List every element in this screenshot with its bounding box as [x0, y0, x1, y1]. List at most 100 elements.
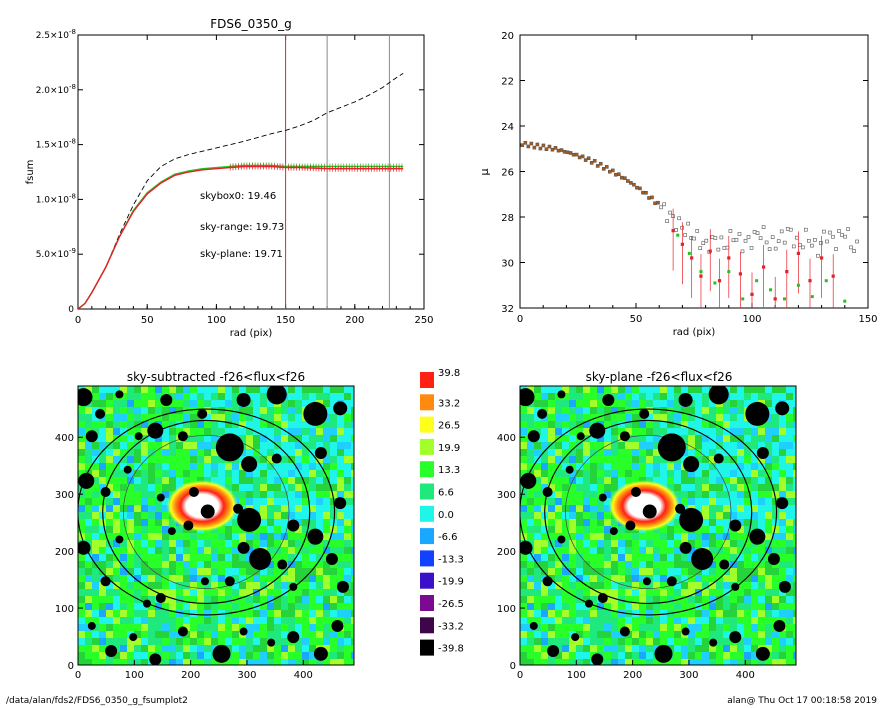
sky-subtracted-pixel [134, 512, 141, 519]
sky-plane-pixel [611, 610, 618, 617]
sky-plane-pixel [765, 540, 772, 547]
sky-subtracted-pixel [85, 645, 92, 652]
sky-subtracted-mask [160, 393, 173, 406]
sky-subtracted-pixel [218, 533, 225, 540]
sky-subtracted-pixel [78, 554, 85, 561]
sky-plane-pixel [744, 491, 751, 498]
sky-plane-pixel [793, 533, 796, 540]
sky-subtracted-pixel [351, 575, 354, 582]
sky-subtracted-pixel [323, 435, 330, 442]
sky-plane-mask [756, 446, 769, 459]
sky-plane-pixel [646, 547, 653, 554]
file-path: /data/alan/fds2/FDS6_0350_g_fsumplot2 [6, 696, 188, 706]
fsum-x-tick-label: 200 [345, 315, 364, 326]
sky-subtracted-pixel [351, 407, 354, 414]
sky-plane-pixel [772, 582, 779, 589]
sky-plane-pixel [730, 512, 737, 519]
sky-subtracted-pixel [134, 477, 141, 484]
sky-plane-mask [675, 503, 686, 514]
sky-subtracted-pixel [127, 414, 134, 421]
sky-subtracted-pixel [232, 610, 239, 617]
sky-plane-pixel [527, 498, 534, 505]
sky-plane-pixel [660, 463, 667, 470]
sky-subtracted-pixel [85, 596, 92, 603]
sky-subtracted-pixel [309, 449, 316, 456]
sky-plane-pixel [541, 498, 548, 505]
sky-plane-pixel [779, 547, 786, 554]
sky-subtracted-pixel [351, 645, 354, 652]
sky-plane-pixel [786, 617, 793, 624]
sky-plane-pixel [765, 631, 772, 638]
sky-subtracted-pixel [127, 484, 134, 491]
sky-plane-pixel [751, 484, 758, 491]
sky-plane-pixel [744, 645, 751, 652]
sky-plane-pixel [667, 568, 674, 575]
sky-plane-pixel [660, 631, 667, 638]
sky-subtracted-pixel [225, 526, 232, 533]
sky-plane-pixel [765, 624, 772, 631]
sky-subtracted-pixel [190, 596, 197, 603]
sky-plane-pixel [758, 428, 765, 435]
sky-subtracted-pixel [232, 547, 239, 554]
sky-plane-pixel [779, 386, 786, 393]
sky-plane-pixel [653, 659, 660, 665]
sky-plane-pixel [674, 477, 681, 484]
sky-plane-pixel [772, 463, 779, 470]
sky-subtracted-pixel [141, 526, 148, 533]
sky-plane-pixel [527, 589, 534, 596]
sky-plane-pixel [590, 449, 597, 456]
sky-plane-mask [767, 552, 780, 565]
mu-point-skybox0 [746, 235, 751, 239]
sky-plane-pixel [597, 617, 604, 624]
sky-subtracted-pixel [274, 554, 281, 561]
sky-subtracted-pixel [295, 617, 302, 624]
sky-subtracted-pixel [344, 442, 351, 449]
sky-subtracted-pixel [127, 407, 134, 414]
sky-subtracted-pixel [330, 540, 337, 547]
sky-plane-pixel [667, 484, 674, 491]
sky-subtracted-pixel [148, 603, 155, 610]
sky-plane-pixel [779, 561, 786, 568]
sky-plane-pixel [716, 624, 723, 631]
sky-plane-pixel [583, 400, 590, 407]
sky-plane-pixel [520, 526, 527, 533]
sky-plane-pixel [786, 449, 793, 456]
sky-subtracted-pixel [141, 652, 148, 659]
sky-subtracted-pixel [85, 442, 92, 449]
sky-plane-pixel [758, 568, 765, 575]
sky-plane-pixel [758, 575, 765, 582]
mu-point-skybox0 [571, 152, 576, 157]
sky-subtracted-pixel [183, 624, 190, 631]
sky-subtracted-pixel [323, 505, 330, 512]
sky-plane-pixel [772, 428, 779, 435]
sky-plane-pixel [779, 596, 786, 603]
sky-subtracted-pixel [176, 561, 183, 568]
sky-plane-pixel [702, 393, 709, 400]
sky-plane-pixel [646, 659, 653, 665]
sky-subtracted-pixel [218, 568, 225, 575]
sky-subtracted-pixel [281, 435, 288, 442]
sky-subtracted-mask [177, 431, 188, 442]
sky-subtracted-pixel [162, 589, 169, 596]
sky-subtracted-pixel [267, 624, 274, 631]
sky-plane-pixel [758, 456, 765, 463]
sky-plane-pixel [611, 645, 618, 652]
sky-subtracted-pixel [169, 596, 176, 603]
sky-plane-pixel [618, 407, 625, 414]
sky-subtracted-pixel [99, 540, 106, 547]
sky-plane-pixel [632, 652, 639, 659]
mu-point-skybox0 [846, 227, 850, 231]
sky-plane-pixel [555, 414, 562, 421]
sky-subtracted-pixel [225, 477, 232, 484]
mu-point-skybox0 [710, 235, 715, 239]
sky-plane-pixel [653, 533, 660, 540]
sky-subtracted-pixel [323, 491, 330, 498]
sky-plane-pixel [765, 638, 772, 645]
sky-subtracted-pixel [260, 512, 267, 519]
sky-plane-pixel [611, 631, 618, 638]
mu-point-skybox0 [731, 238, 736, 243]
sky-subtracted-pixel [295, 610, 302, 617]
sky-subtracted-pixel [134, 561, 141, 568]
sky-subtracted-pixel [141, 400, 148, 407]
sky-subtracted-pixel [92, 596, 99, 603]
